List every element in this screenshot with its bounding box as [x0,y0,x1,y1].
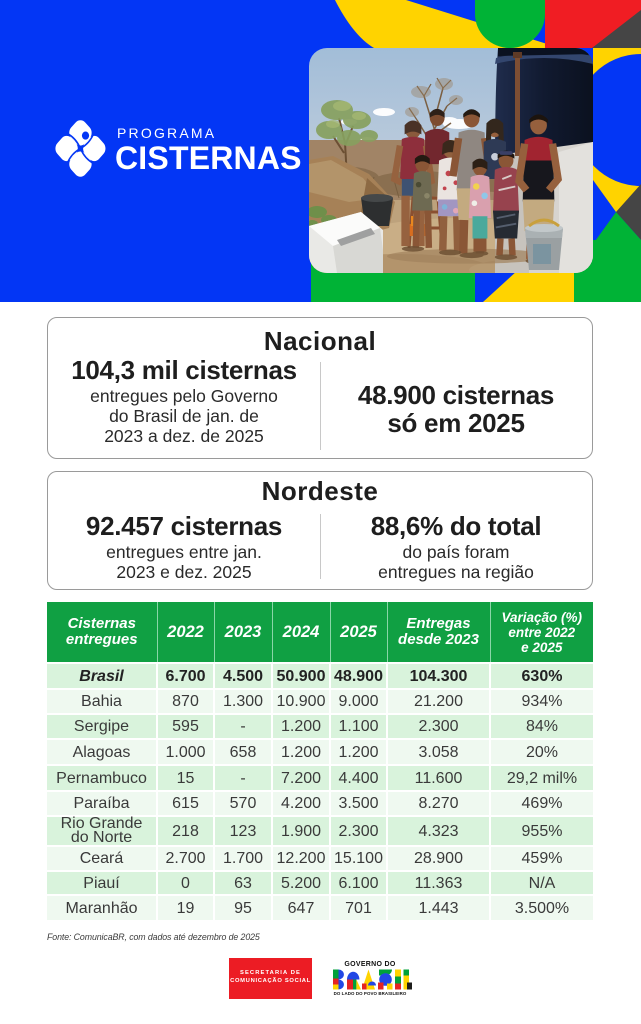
svg-text:DO LADO DO POVO BRASILEIRO: DO LADO DO POVO BRASILEIRO [334,991,407,996]
svg-text:GOVERNO DO: GOVERNO DO [344,961,395,968]
